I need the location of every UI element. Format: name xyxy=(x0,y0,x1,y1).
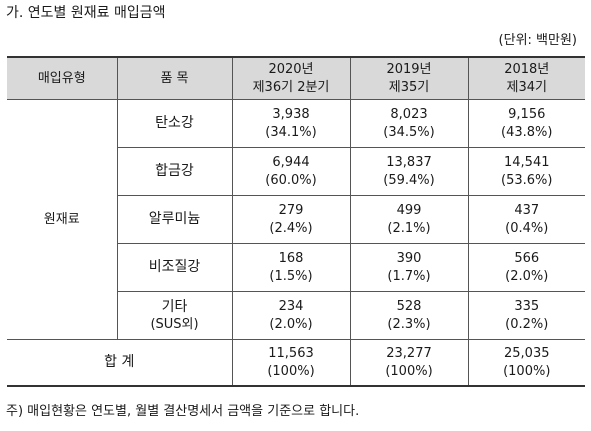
item-subname: (SUS외) xyxy=(150,316,199,332)
header-2019-period: 제35기 xyxy=(388,79,430,95)
share: (2.0%) xyxy=(505,268,549,284)
footnote: 주) 매입현황은 연도별, 월별 결산명세서 금액을 기준으로 합니다. xyxy=(6,404,360,419)
amount: 390 xyxy=(396,250,422,266)
value-cell-2018: 566 (2.0%) xyxy=(467,243,585,292)
item-name: 알루미늄 xyxy=(148,211,201,227)
share: (0.2%) xyxy=(505,316,549,332)
share: (1.7%) xyxy=(387,268,431,284)
amount: 3,938 xyxy=(272,106,310,122)
amount: 6,944 xyxy=(272,154,310,170)
total-amount: 25,035 xyxy=(504,345,550,361)
value-cell-2020: 234 (2.0%) xyxy=(231,291,351,340)
table-row: 비조질강 168 (1.5%) 390 (1.7%) 566 (2.0%) xyxy=(7,243,585,292)
value-cell-2019: 528 (2.3%) xyxy=(349,291,469,340)
header-item: 품 목 xyxy=(116,56,233,100)
total-cell-2020: 11,563 (100%) xyxy=(231,339,351,387)
value-cell-2018: 14,541 (53.6%) xyxy=(467,147,585,196)
header-purchase-type: 매입유형 xyxy=(7,56,118,100)
value-cell-2019: 13,837 (59.4%) xyxy=(349,147,469,196)
item-name-cell: 합금강 xyxy=(116,147,233,196)
amount: 499 xyxy=(396,202,422,218)
value-cell-2018: 9,156 (43.8%) xyxy=(467,99,585,148)
section-title: 가. 연도별 원재료 매입금액 xyxy=(6,5,166,21)
item-name-cell: 알루미늄 xyxy=(116,195,233,244)
amount: 9,156 xyxy=(508,106,546,122)
item-name-cell: 비조질강 xyxy=(116,243,233,292)
total-amount: 23,277 xyxy=(386,345,432,361)
amount: 13,837 xyxy=(386,154,432,170)
item-name: 비조질강 xyxy=(148,259,201,275)
amount: 168 xyxy=(278,250,304,266)
value-cell-2019: 390 (1.7%) xyxy=(349,243,469,292)
item-name: 기타 xyxy=(161,298,188,315)
amount: 437 xyxy=(514,202,540,218)
share: (1.5%) xyxy=(269,268,313,284)
item-name: 탄소강 xyxy=(155,115,194,131)
share: (43.8%) xyxy=(501,124,553,140)
amount: 14,541 xyxy=(504,154,550,170)
header-2018-period: 제34기 xyxy=(506,79,547,95)
share: (59.4%) xyxy=(383,172,435,188)
value-cell-2020: 6,944 (60.0%) xyxy=(231,147,351,196)
total-label-text: 합 계 xyxy=(104,354,135,370)
header-2020-period: 제36기 2분기 xyxy=(252,79,330,95)
share: (34.1%) xyxy=(265,124,317,140)
amount: 528 xyxy=(396,298,422,314)
share: (2.1%) xyxy=(387,220,431,236)
share: (34.5%) xyxy=(383,124,435,140)
item-name-cell: 기타 (SUS외) xyxy=(116,291,233,340)
total-share: (100%) xyxy=(503,363,551,379)
total-row: 합 계 11,563 (100%) 23,277 (100%) 25,035 (… xyxy=(7,339,585,387)
value-cell-2020: 279 (2.4%) xyxy=(231,195,351,244)
value-cell-2018: 437 (0.4%) xyxy=(467,195,585,244)
total-label: 합 계 xyxy=(7,339,233,387)
amount: 8,023 xyxy=(390,106,428,122)
share: (2.0%) xyxy=(269,316,313,332)
header-2019: 2019년 제35기 xyxy=(349,56,469,100)
table-header-row: 매입유형 품 목 2020년 제36기 2분기 2019년 제35기 2018년… xyxy=(7,56,585,100)
total-share: (100%) xyxy=(385,363,433,379)
share: (2.3%) xyxy=(387,316,431,332)
total-amount: 11,563 xyxy=(268,345,314,361)
purchase-amount-table: 매입유형 품 목 2020년 제36기 2분기 2019년 제35기 2018년… xyxy=(7,56,585,387)
total-cell-2019: 23,277 (100%) xyxy=(349,339,469,387)
amount: 335 xyxy=(514,298,540,314)
header-2019-year: 2019년 xyxy=(386,61,432,77)
value-cell-2020: 168 (1.5%) xyxy=(231,243,351,292)
value-cell-2019: 8,023 (34.5%) xyxy=(349,99,469,148)
group-label-raw-material: 원재료 xyxy=(7,99,118,340)
table-row: 원재료 탄소강 3,938 (34.1%) 8,023 (34.5%) 9,15… xyxy=(7,99,585,340)
header-2018: 2018년 제34기 xyxy=(467,56,585,100)
header-2018-year: 2018년 xyxy=(504,61,550,77)
table-row: 합금강 6,944 (60.0%) 13,837 (59.4%) 14,541 … xyxy=(7,147,585,196)
value-cell-2018: 335 (0.2%) xyxy=(467,291,585,340)
total-share: (100%) xyxy=(267,363,315,379)
header-2020-year: 2020년 xyxy=(268,61,314,77)
item-name: 합금강 xyxy=(155,163,194,179)
share: (53.6%) xyxy=(501,172,553,188)
header-2020: 2020년 제36기 2분기 xyxy=(231,56,351,100)
total-cell-2018: 25,035 (100%) xyxy=(467,339,585,387)
unit-note: (단위: 백만원) xyxy=(498,33,577,48)
amount: 234 xyxy=(278,298,304,314)
amount: 566 xyxy=(514,250,540,266)
share: (0.4%) xyxy=(505,220,549,236)
share: (2.4%) xyxy=(269,220,313,236)
item-name-cell: 탄소강 xyxy=(116,99,233,148)
table-row: 기타 (SUS외) 234 (2.0%) 528 (2.3%) 335 (0.2… xyxy=(7,291,585,340)
value-cell-2020: 3,938 (34.1%) xyxy=(231,99,351,148)
amount: 279 xyxy=(278,202,304,218)
value-cell-2019: 499 (2.1%) xyxy=(349,195,469,244)
share: (60.0%) xyxy=(265,172,317,188)
